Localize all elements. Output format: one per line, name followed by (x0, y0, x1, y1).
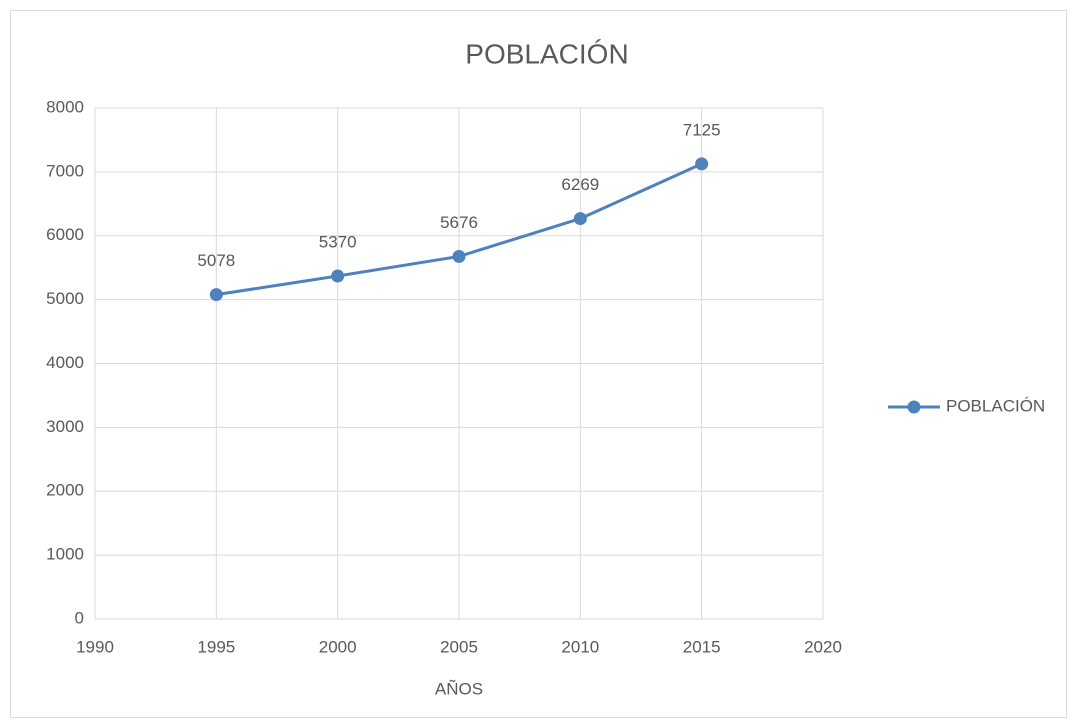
data-point (452, 249, 466, 263)
legend-label: POBLACIÓN (946, 396, 1045, 415)
x-tick-label: 2020 (804, 637, 842, 656)
data-label: 5078 (197, 251, 235, 270)
data-point (573, 212, 587, 226)
x-tick-label: 2000 (319, 637, 357, 656)
data-label: 7125 (683, 120, 721, 139)
chart-title: POBLACIÓN (465, 38, 628, 69)
y-tick-label: 8000 (46, 97, 84, 116)
y-tick-label: 6000 (46, 225, 84, 244)
data-point (209, 288, 223, 302)
y-tick-label: 7000 (46, 161, 84, 180)
x-tick-label: 1995 (197, 637, 235, 656)
y-tick-label: 4000 (46, 353, 84, 372)
y-tick-label: 1000 (46, 545, 84, 564)
data-point (331, 269, 345, 283)
legend-marker (907, 400, 921, 414)
data-label: 6269 (561, 175, 599, 194)
y-tick-label: 2000 (46, 481, 84, 500)
x-tick-label: 1990 (76, 637, 114, 656)
x-axis-label: AÑOS (435, 679, 483, 698)
data-label: 5676 (440, 213, 478, 232)
data-label: 5370 (319, 232, 357, 251)
y-tick-label: 3000 (46, 417, 84, 436)
x-tick-label: 2005 (440, 637, 478, 656)
x-tick-label: 2010 (561, 637, 599, 656)
y-tick-label: 0 (75, 608, 84, 627)
y-tick-label: 5000 (46, 289, 84, 308)
data-point (695, 157, 709, 171)
x-tick-label: 2015 (683, 637, 721, 656)
